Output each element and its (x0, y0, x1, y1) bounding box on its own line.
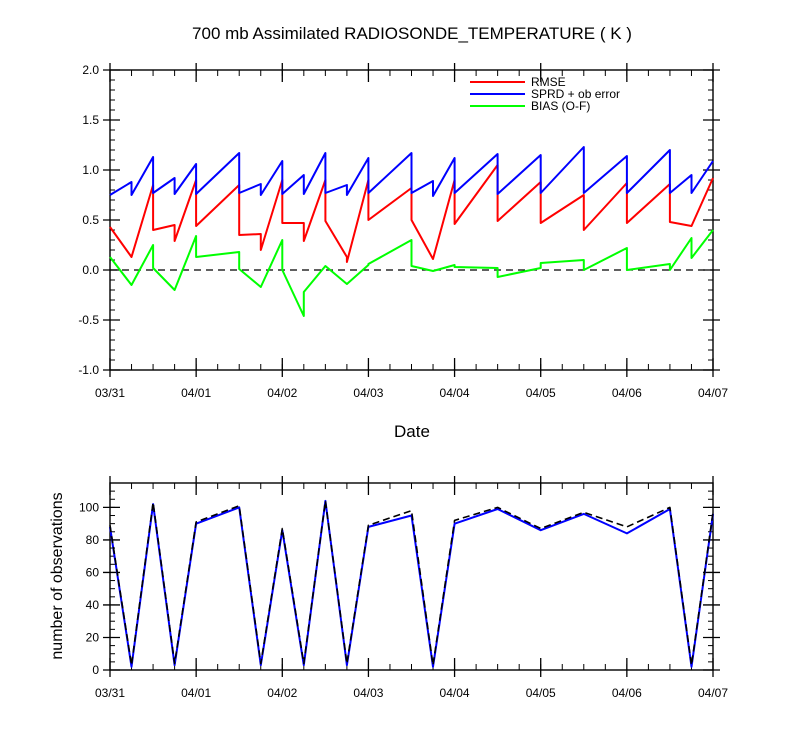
top-plot: 03/31 04/01 04/02 04/03 04/04 04/05 04/06 04/07… (78, 63, 728, 400)
top-x-tick-label: 04/04 (440, 386, 470, 400)
top-series-sprd-ob-error-line (109, 146, 714, 197)
top-y-tick-label: -1.0 (78, 363, 99, 377)
bottom-x-tick-label: 04/04 (440, 686, 470, 700)
bottom-y-tick-label: 60 (86, 565, 100, 579)
bottom-series-total-line (109, 500, 714, 666)
top-x-tick-label: 04/06 (612, 386, 642, 400)
top-y-tick-label: 1.5 (82, 113, 99, 127)
top-y-tick-label: 2.0 (82, 63, 99, 77)
top-series-bias-o-f-line (109, 229, 714, 317)
top-y-tick-label: 0.5 (82, 213, 99, 227)
x-axis-label: Date (394, 422, 430, 441)
top-x-tick-label: 04/07 (698, 386, 728, 400)
legend-label: RMSE (531, 75, 566, 89)
bottom-y-tick-label: 0 (92, 663, 99, 677)
top-x-tick-label: 03/31 (95, 386, 125, 400)
legend-label: BIAS (O-F) (531, 99, 590, 113)
top-y-tick-label: -0.5 (78, 313, 99, 327)
bottom-x-tick-label: 04/06 (612, 686, 642, 700)
chart-title: 700 mb Assimilated RADIOSONDE_TEMPERATUR… (192, 24, 632, 43)
top-y-tick-label: 0.0 (82, 263, 99, 277)
bottom-x-tick-label: 04/01 (181, 686, 211, 700)
bottom-x-tick-label: 04/07 (698, 686, 728, 700)
bottom-x-tick-label: 03/31 (95, 686, 125, 700)
top-x-tick-label: 04/01 (181, 386, 211, 400)
bottom-y-tick-label: 80 (86, 533, 100, 547)
bottom-x-tick-label: 04/02 (267, 686, 297, 700)
top-y-tick-label: 1.0 (82, 163, 99, 177)
top-x-tick-label: 04/02 (267, 386, 297, 400)
top-x-tick-label: 04/03 (353, 386, 383, 400)
bottom-x-tick-label: 04/05 (526, 686, 556, 700)
bottom-plot: 03/31 04/01 04/02 04/03 04/04 04/05 04/06 04/07… (79, 476, 728, 700)
bottom-y-tick-label: 100 (79, 500, 99, 514)
bottom-y-tick-label: 40 (86, 598, 100, 612)
y-axis-label-bottom: number of observations (49, 492, 66, 659)
top-series-rmse-line (109, 164, 714, 263)
top-x-tick-label: 04/05 (526, 386, 556, 400)
bottom-y-tick-label: 20 (86, 630, 100, 644)
bottom-plot-frame (109, 482, 714, 671)
bottom-x-tick-label: 04/03 (353, 686, 383, 700)
legend-label: SPRD + ob error (531, 87, 620, 101)
